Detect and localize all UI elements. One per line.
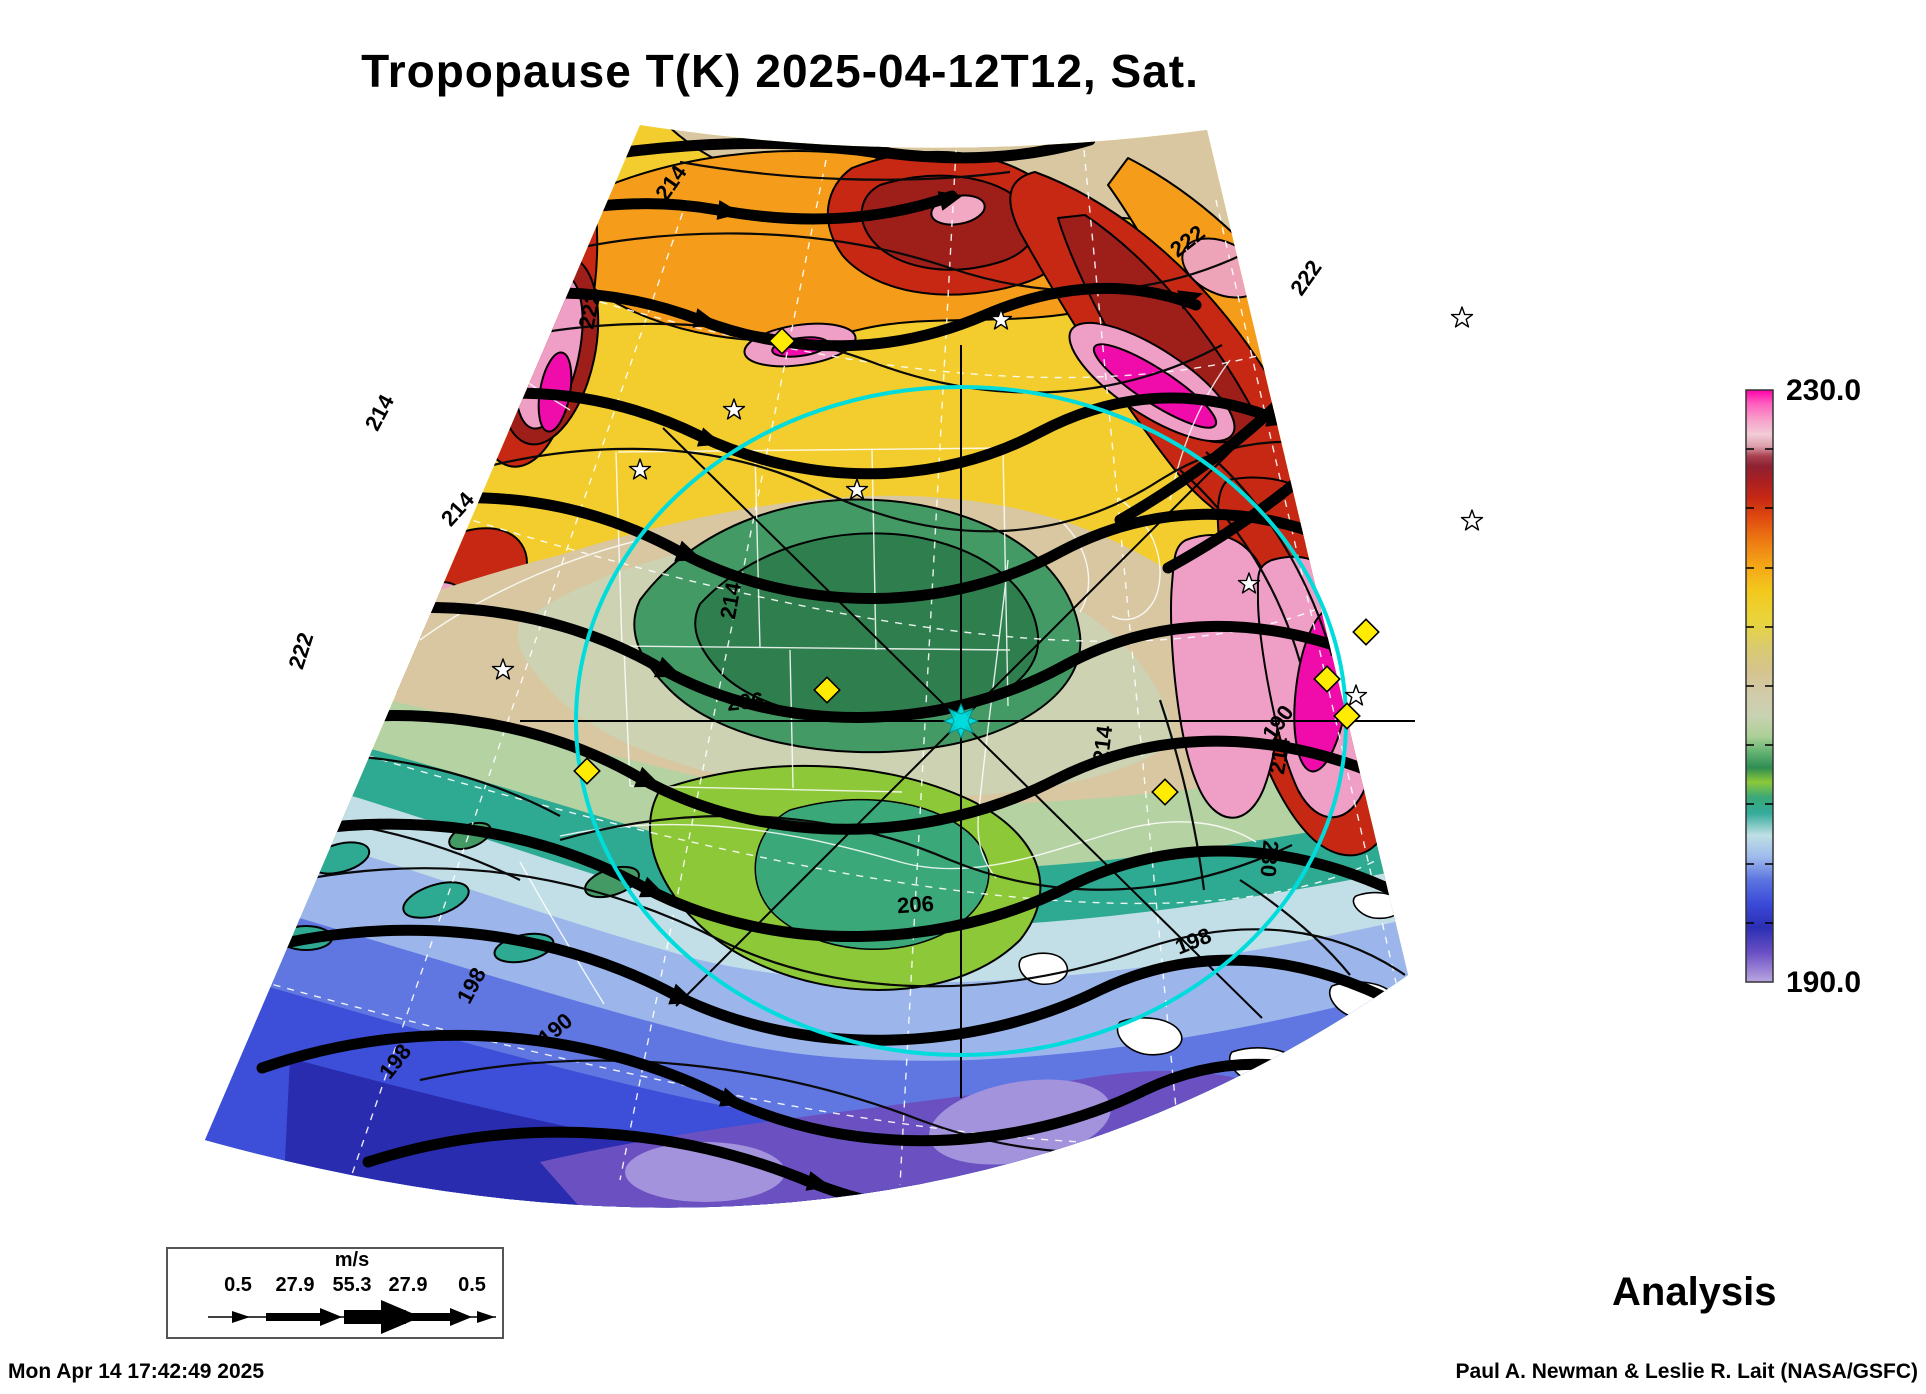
temperature-fill-blobs xyxy=(205,125,1408,1208)
station-center-marker xyxy=(942,702,980,740)
wind-speed-label: 0.5 xyxy=(224,1274,252,1296)
site-markers-star xyxy=(491,306,1484,706)
colorbar-ticks xyxy=(1746,448,1773,924)
analysis-label: Analysis xyxy=(1612,1270,1777,1314)
map-fan xyxy=(205,125,1408,1208)
generated-timestamp: Mon Apr 14 17:42:49 2025 xyxy=(8,1360,265,1383)
colorbar-min-label: 190.0 xyxy=(1786,966,1862,999)
contour-label: 222 xyxy=(1285,255,1327,299)
contour-label: 230 xyxy=(1255,839,1283,878)
wind-speed-label: 55.3 xyxy=(332,1274,372,1296)
contour-label: 206 xyxy=(726,687,765,716)
wind-legend-arrows xyxy=(208,1300,496,1334)
colorbar-max-label: 230.0 xyxy=(1786,374,1862,407)
wind-legend-box xyxy=(166,1247,504,1339)
contour-label: 214 xyxy=(360,390,400,435)
page-title: Tropopause T(K) 2025-04-12T12, Sat. xyxy=(361,45,1199,97)
colorbar xyxy=(1745,389,1774,983)
wind-speed-label: 0.5 xyxy=(458,1274,486,1296)
contour-label: 206 xyxy=(896,891,934,919)
credit-text: Paul A. Newman & Leslie R. Lait (NASA/GS… xyxy=(1455,1360,1918,1383)
wind-speed-label: 27.9 xyxy=(388,1274,428,1296)
contour-label: 214 xyxy=(1088,724,1117,764)
wind-speed-label: 27.9 xyxy=(275,1274,315,1296)
contour-label: 222 xyxy=(283,629,318,672)
wind-speed-legend xyxy=(166,1247,504,1339)
wind-legend-units: m/s xyxy=(334,1249,370,1271)
site-markers-diamond xyxy=(573,327,1380,806)
